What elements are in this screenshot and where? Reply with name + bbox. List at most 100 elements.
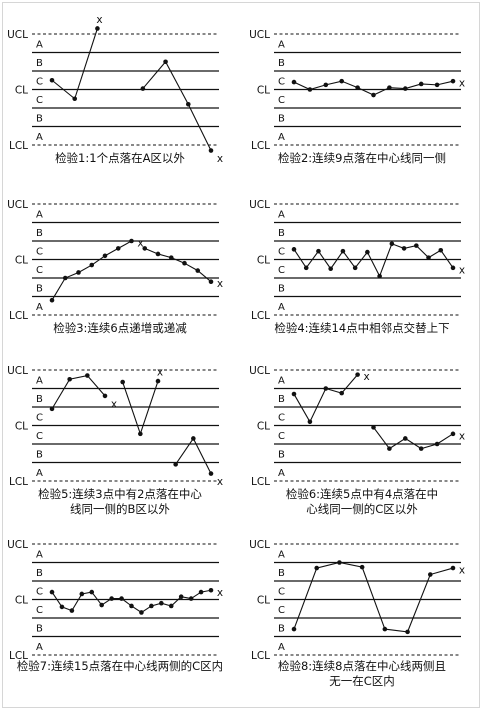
violation-marker: x (111, 398, 117, 410)
data-point (119, 596, 124, 601)
data-point (102, 253, 108, 259)
zone-label-b: B (36, 568, 43, 579)
zone-label-b: B (36, 58, 43, 69)
zone-label-b: B (36, 283, 43, 294)
data-point (328, 266, 333, 272)
zone-label-a: A (278, 375, 285, 386)
cl-label: CL (257, 595, 270, 607)
data-point (389, 241, 395, 247)
data-point (208, 471, 214, 476)
data-point (129, 603, 134, 609)
data-point (188, 596, 194, 601)
zone-label-c: C (36, 265, 43, 276)
data-point (72, 96, 78, 102)
zone-label-c: C (36, 246, 43, 257)
data-point (95, 26, 100, 31)
control-chart-test3: A B C C B A UCL CL LCL x x 检验3:连续6点递增或递减 (0, 192, 240, 335)
series-line (51, 589, 212, 614)
data-point (168, 255, 174, 260)
data-point (426, 255, 431, 260)
violation-marker: x (217, 278, 223, 290)
zone-label-b: B (36, 394, 43, 405)
chart-caption: 检验5:连续3点中有2点落在中心 线同一侧的B区以外 (8, 487, 232, 517)
data-point (359, 564, 365, 570)
zone-label-c: C (278, 265, 285, 276)
series-line (51, 374, 106, 410)
data-point (159, 600, 164, 606)
zone-label-b: B (36, 623, 43, 634)
data-point (377, 273, 382, 279)
data-point (120, 379, 125, 385)
series-line (142, 60, 212, 151)
caption-line: 检验1:1个点落在A区以外 (55, 151, 185, 165)
data-point (355, 372, 360, 377)
cl-label: CL (15, 255, 28, 267)
data-point (387, 446, 392, 451)
zone-label-b: B (278, 449, 285, 460)
data-point (450, 431, 456, 437)
data-point (371, 425, 376, 430)
cl-label: CL (15, 421, 28, 433)
ucl-label: UCL (7, 29, 28, 41)
zone-label-c: C (278, 586, 285, 597)
data-point (67, 376, 72, 382)
data-point (142, 246, 148, 251)
violation-marker: x (217, 587, 223, 599)
zone-label-a: A (36, 132, 43, 143)
data-point (339, 78, 344, 84)
data-point (303, 265, 309, 271)
lcl-label: LCL (9, 650, 28, 662)
lcl-label: LCL (251, 140, 270, 152)
series-line (51, 28, 98, 100)
data-point (168, 603, 174, 609)
zone-label-c: C (278, 246, 285, 257)
zone-label-b: B (36, 228, 43, 239)
data-point (208, 148, 214, 153)
zone-label-c: C (36, 431, 43, 442)
zone-label-b: B (278, 113, 285, 124)
lcl-label: LCL (251, 310, 270, 322)
series-line (293, 374, 359, 423)
data-point (195, 268, 201, 273)
caption-line: 无一在C区内 (329, 674, 395, 688)
chart-caption: 检验4:连续14点中相邻点交替上下 (250, 321, 474, 336)
zone-label-a: A (36, 549, 43, 560)
data-point (323, 82, 329, 88)
series-line (373, 427, 454, 450)
violation-marker: x (137, 238, 143, 250)
chart-caption: 检验8:连续8点落在中心线两侧且 无一在C区内 (250, 659, 474, 689)
data-point (450, 565, 456, 571)
chart-caption: 检验6:连续5点中有4点落在中 心线同一侧的C区以外 (250, 487, 474, 517)
data-point (403, 436, 408, 441)
data-point (438, 247, 444, 253)
data-point (62, 275, 68, 281)
data-point (382, 626, 388, 632)
data-point (208, 279, 214, 284)
data-point (371, 92, 376, 98)
chart-caption: 检验3:连续6点递增或递减 (8, 321, 232, 336)
zone-label-b: B (278, 228, 285, 239)
data-point (291, 391, 297, 397)
violation-marker: x (459, 78, 465, 90)
zone-label-a: A (36, 39, 43, 50)
data-point (85, 373, 90, 378)
data-point (418, 446, 424, 451)
data-point (198, 589, 204, 595)
data-point (155, 378, 161, 384)
zone-label-b: B (278, 58, 285, 69)
zone-label-c: C (278, 95, 285, 106)
control-chart-test6: A B C C B A UCL CL LCL x x 检验6:连续5点中有4点落在中 心线同一侧的C区以… (242, 358, 482, 516)
zone-label-c: C (278, 605, 285, 616)
cl-label: CL (257, 255, 270, 267)
caption-line: 检验2:连续9点落在中心线同一侧 (277, 151, 446, 165)
data-point (155, 251, 161, 257)
data-point (314, 565, 320, 571)
chart-caption: 检验7:连续15点落在中心线两侧的C区内 (8, 659, 232, 674)
data-point (163, 59, 168, 65)
data-point (414, 243, 419, 248)
zone-label-b: B (278, 283, 285, 294)
zone-label-c: C (36, 76, 43, 87)
chart-caption: 检验1:1个点落在A区以外 (8, 151, 232, 166)
